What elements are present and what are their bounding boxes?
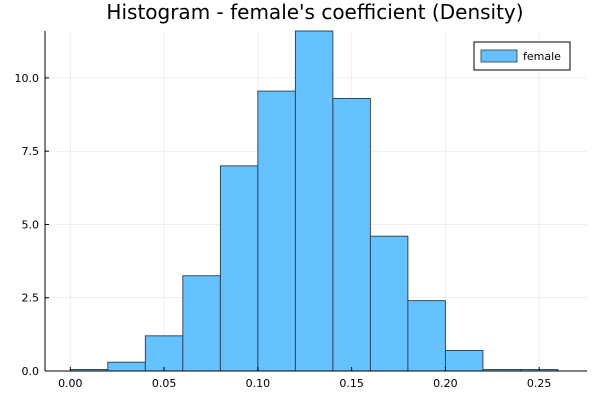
legend-swatch (480, 49, 518, 63)
x-tick-label: 0.15 (339, 377, 364, 390)
chart-title: Histogram - female's coefficient (Densit… (106, 0, 523, 24)
y-tick-label: 7.5 (22, 145, 40, 158)
tick-labels: 0.00 0.05 0.10 0.15 0.20 0.25 0.0 2.5 5.0 7.5 10.0 (15, 72, 552, 390)
y-tick-label: 5.0 (22, 218, 40, 231)
histogram-bar (219, 165, 259, 372)
x-tick-label: 0.05 (152, 377, 177, 390)
y-tick-label: 2.5 (22, 292, 40, 305)
legend-label: female (523, 50, 561, 63)
bars (69, 30, 559, 372)
histogram-bar (369, 235, 409, 372)
x-tick-label: 0.00 (58, 377, 83, 390)
histogram-bar (107, 361, 146, 372)
x-tick-label: 0.25 (527, 377, 552, 390)
histogram-bar (332, 97, 371, 372)
histogram-bar (144, 335, 184, 372)
histogram-bar (294, 30, 334, 372)
y-tick-label: 10.0 (15, 72, 40, 85)
histogram-bar (444, 350, 484, 372)
y-tick-label: 0.0 (22, 365, 40, 378)
x-tick-label: 0.20 (433, 377, 458, 390)
legend: female (473, 41, 571, 71)
histogram-bar (407, 300, 446, 372)
histogram-bar (257, 90, 296, 372)
axes (44, 31, 587, 372)
x-tick-label: 0.10 (246, 377, 271, 390)
histogram-bar (182, 275, 221, 372)
